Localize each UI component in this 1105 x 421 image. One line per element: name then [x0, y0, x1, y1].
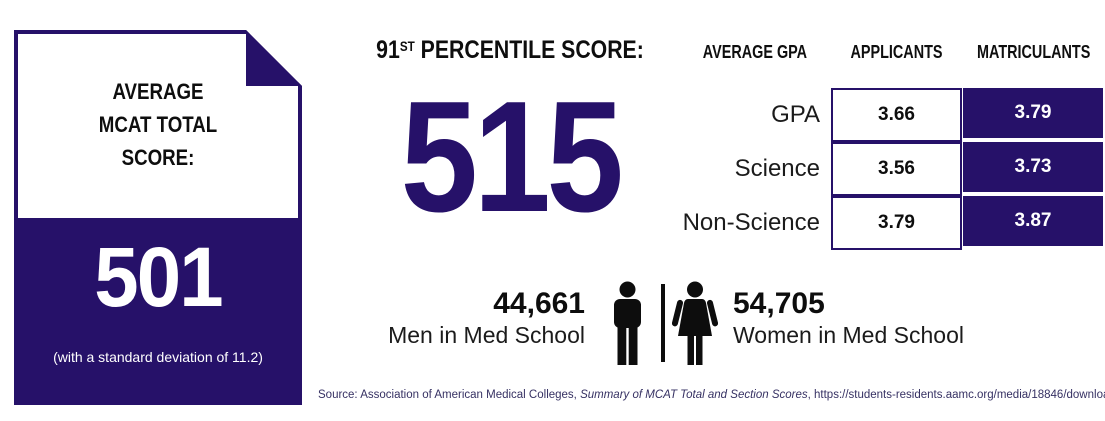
- man-icon: [614, 281, 641, 365]
- gpa-row-label: GPA: [771, 101, 820, 128]
- gender-divider: [661, 284, 665, 362]
- percentile-ordinal-suffix: ST: [399, 39, 415, 54]
- average-mcat-score-value: 501: [94, 230, 223, 324]
- percentile-heading: 91ST PERCENTILE SCORE:: [357, 33, 663, 64]
- source-url: , https://students-residents.aamc.org/me…: [807, 389, 1105, 401]
- gpa-row-label: Science: [734, 155, 820, 182]
- matriculants-cell: 3.73: [963, 142, 1103, 192]
- source-title: Summary of MCAT Total and Section Scores: [580, 389, 808, 401]
- percentile-number: 91: [376, 35, 400, 64]
- matriculants-cell: 3.79: [963, 88, 1103, 138]
- men-enrollment: 44,661 Men in Med School: [305, 286, 585, 349]
- gpa-table-header-average-gpa: AVERAGE GPA: [702, 42, 808, 62]
- percentile-heading-text: PERCENTILE SCORE:: [414, 35, 644, 64]
- men-label: Men in Med School: [388, 322, 585, 348]
- applicants-cell: 3.56: [831, 142, 962, 196]
- average-mcat-card: AVERAGE MCAT TOTAL SCORE: 501 (with a st…: [14, 30, 302, 405]
- card-title-line: AVERAGE: [112, 79, 204, 104]
- card-title-line: SCORE:: [121, 145, 195, 170]
- card-title-line: MCAT TOTAL: [98, 112, 218, 137]
- applicants-cell: 3.66: [831, 88, 962, 142]
- women-count: 54,705: [733, 287, 825, 320]
- gpa-table-header-matriculants: MATRICULANTS: [977, 42, 1091, 62]
- percentile-score-value: 515: [400, 69, 624, 245]
- source-prefix: Source: Association of American Medical …: [318, 389, 581, 401]
- men-count: 44,661: [493, 287, 585, 320]
- women-enrollment: 54,705 Women in Med School: [733, 286, 1053, 349]
- matriculants-cell: 3.87: [963, 196, 1103, 246]
- gpa-row-label: Non-Science: [682, 209, 820, 236]
- women-label: Women in Med School: [733, 322, 964, 348]
- woman-icon: [672, 281, 718, 365]
- gpa-table-header-applicants: APPLICANTS: [850, 42, 943, 62]
- applicants-cell: 3.79: [831, 196, 962, 250]
- card-title: AVERAGE MCAT TOTAL SCORE:: [36, 75, 281, 174]
- standard-deviation-note: (with a standard deviation of 11.2): [53, 349, 263, 365]
- source-citation: Source: Association of American Medical …: [318, 388, 1105, 402]
